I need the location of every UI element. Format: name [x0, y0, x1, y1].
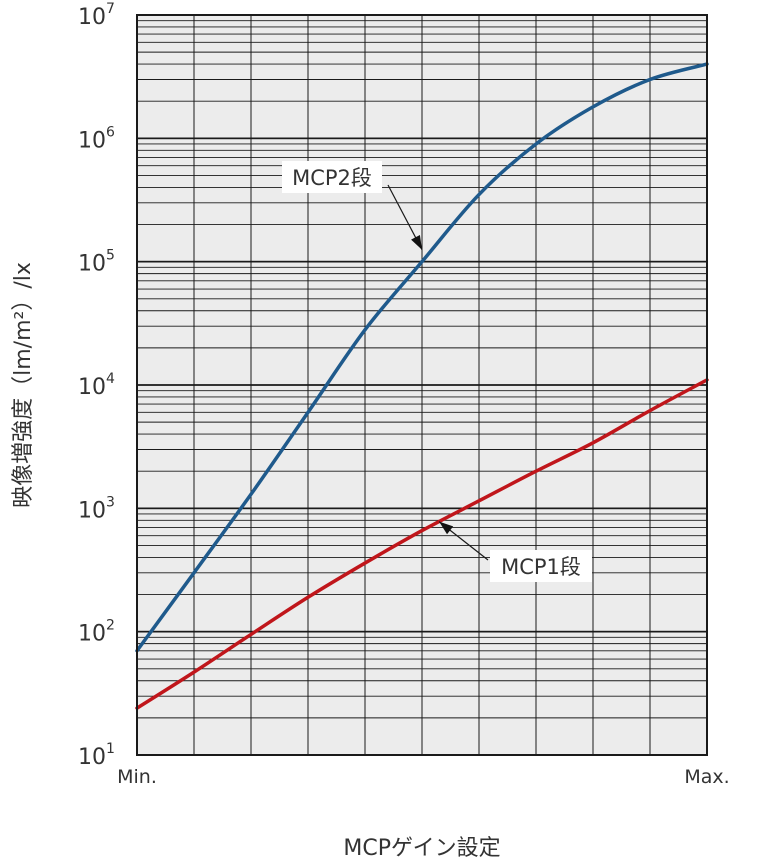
- annotation-box: [490, 550, 592, 582]
- x-tick-min: Min.: [117, 766, 157, 788]
- series-lines: [135, 62, 709, 710]
- annotation-mcp2: MCP2段: [282, 161, 423, 250]
- annotation-arrowhead: [411, 234, 422, 250]
- plot-frame: [136, 14, 708, 756]
- annotation-label: MCP1段: [501, 555, 581, 579]
- series-line-mcp2: [135, 62, 709, 653]
- annotation-box: [282, 161, 382, 193]
- y-tick-label: 102: [78, 618, 115, 647]
- y-tick-label: 101: [78, 741, 115, 770]
- y-tick-label: 105: [78, 248, 115, 277]
- x-tick-max: Max.: [684, 766, 729, 788]
- y-tick-label: 104: [78, 371, 115, 400]
- annotation-arrowhead: [439, 521, 454, 535]
- annotations: MCP2段 MCP1段: [282, 161, 592, 582]
- series-line-mcp1: [135, 378, 709, 710]
- y-tick-labels: 101 102 103 104 105 106 107: [78, 1, 115, 770]
- y-tick-label: 106: [78, 124, 115, 153]
- y-tick-label: 103: [78, 494, 115, 523]
- x-axis-title: MCPゲイン設定: [343, 836, 500, 861]
- annotation-mcp1: MCP1段: [438, 521, 592, 582]
- y-axis-title: 映像増強度（lm/m²）/lx: [11, 262, 36, 508]
- y-tick-label: 107: [78, 1, 115, 30]
- annotation-label: MCP2段: [292, 166, 372, 190]
